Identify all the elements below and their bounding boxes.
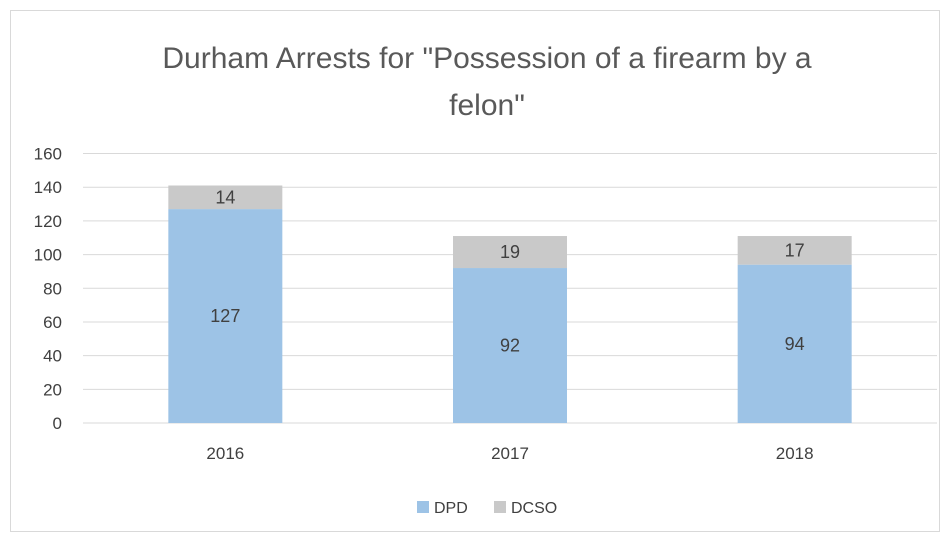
y-axis-ticks: 0 20 40 60 80 100 120 140 160 [34,145,62,434]
data-label: 94 [785,334,805,354]
chart-title-line: felon" [449,89,525,122]
legend-swatch-dcso [494,501,506,513]
chart-title-line: Durham Arrests for "Possession of a fire… [162,42,812,75]
data-label: 127 [210,306,240,326]
legend-label: DCSO [511,500,557,517]
y-tick-label: 0 [53,414,62,433]
y-tick-label: 120 [34,212,62,231]
data-label: 17 [785,240,805,260]
y-tick-label: 80 [43,279,62,298]
y-tick-label: 20 [43,380,62,399]
legend-swatch-dpd [417,501,429,513]
bar-dcso-2016 [168,185,283,210]
bars: 127 14 92 19 94 17 [168,185,852,423]
data-label: 14 [215,187,235,207]
bar-dcso-2017 [453,236,567,269]
x-tick-label: 2018 [776,444,814,463]
bar-dcso-2018 [737,236,852,265]
legend: DPD DCSO [417,500,557,517]
y-tick-label: 160 [34,145,62,164]
bar-dpd-2018 [737,264,852,423]
bar-dpd-2016 [168,209,283,423]
x-tick-label: 2016 [206,444,244,463]
y-tick-label: 140 [34,178,62,197]
y-tick-label: 40 [43,347,62,366]
x-axis-ticks: 2016 2017 2018 [206,444,813,463]
x-tick-label: 2017 [491,444,529,463]
chart-title: Durham Arrests for "Possession of a fire… [162,42,812,122]
y-tick-label: 60 [43,313,62,332]
data-label: 92 [500,336,520,356]
y-tick-label: 100 [34,246,62,265]
data-label: 19 [500,242,520,262]
bar-dpd-2017 [453,268,567,423]
legend-label: DPD [434,500,468,517]
